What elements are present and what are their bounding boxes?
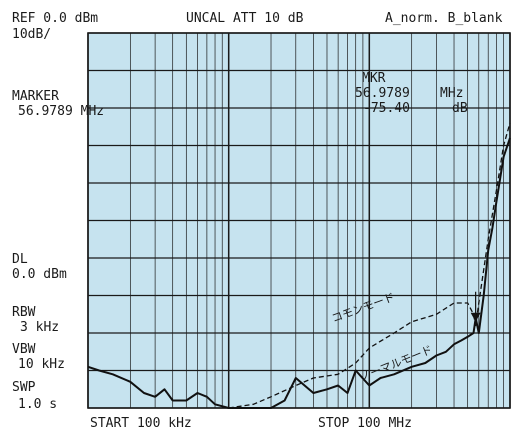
swp-title: SWP xyxy=(12,380,36,395)
swp-value: 1.0 s xyxy=(18,397,58,412)
marker-value: 56.9789 MHz xyxy=(18,104,105,119)
trace-mode-label: A_norm. B_blank xyxy=(385,11,503,26)
rbw-value: 3 kHz xyxy=(20,320,60,335)
marker-pointer xyxy=(470,312,481,322)
stop-freq-label: STOP 100 MHz xyxy=(318,416,412,431)
plot-border xyxy=(87,32,511,409)
uncal-att-label: UNCAL ATT 10 dB xyxy=(186,11,304,26)
rbw-title: RBW xyxy=(12,305,36,320)
ref-level-label: REF 0.0 dBm xyxy=(12,11,99,26)
common-mode-trace xyxy=(228,122,511,409)
mkr-freq: 56.9789 xyxy=(355,86,410,101)
scale-label: 10dB/ xyxy=(12,27,52,42)
vbw-title: VBW xyxy=(12,342,36,357)
start-freq-label: START 100 kHz xyxy=(90,416,192,431)
mkr-freq-unit: MHz xyxy=(440,86,464,101)
vbw-value: 10 kHz xyxy=(18,357,65,372)
dl-title: DL xyxy=(12,252,28,267)
mkr-title: MKR xyxy=(362,71,386,86)
dl-value: 0.0 dBm xyxy=(12,267,67,282)
mkr-level: -75.40 xyxy=(363,101,410,116)
marker-title: MARKER xyxy=(12,89,59,104)
mkr-level-unit: dB xyxy=(452,101,468,116)
